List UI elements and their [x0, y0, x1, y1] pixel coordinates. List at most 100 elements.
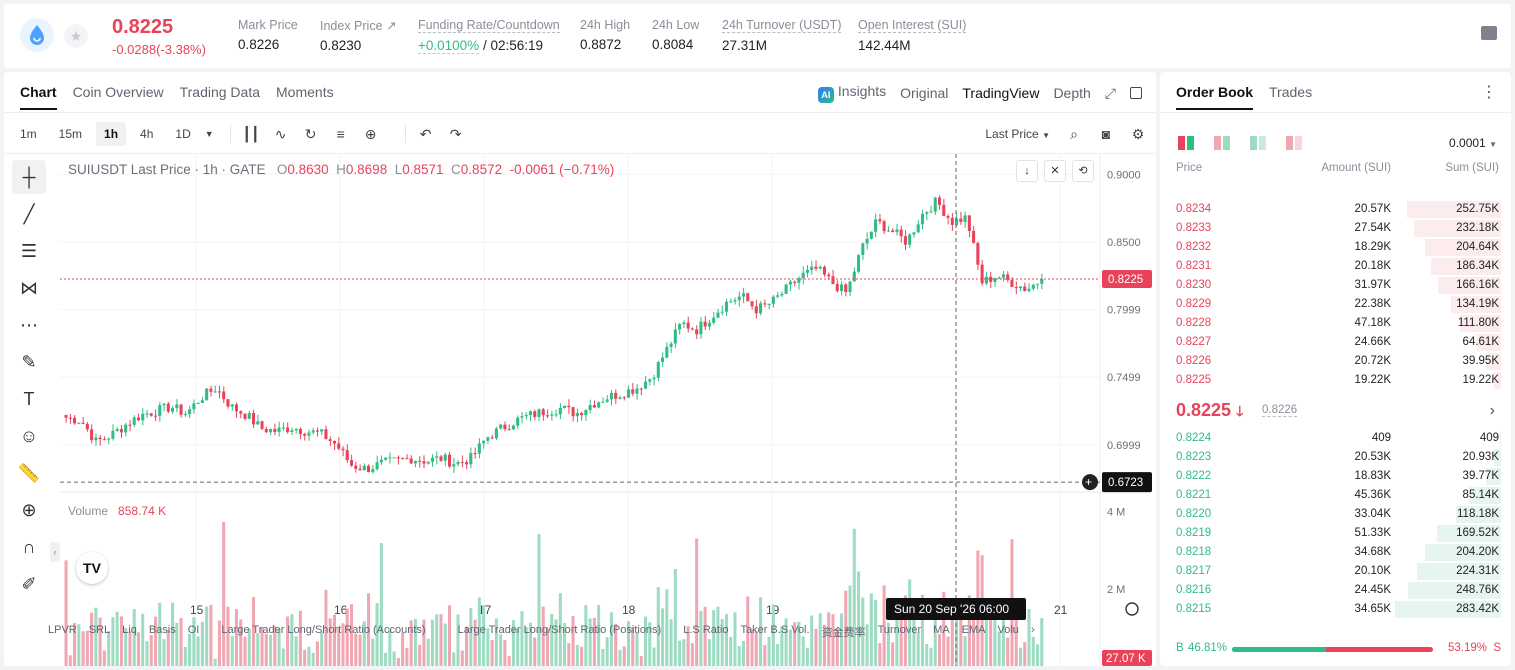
indicator-item[interactable]: EMA: [961, 624, 986, 636]
ask-row[interactable]: 0.8234 20.57K 252.75K: [1160, 200, 1511, 219]
tab-trades[interactable]: Trades: [1269, 84, 1313, 100]
emoji-tool-icon[interactable]: ☺: [19, 426, 39, 446]
templates-icon[interactable]: ≡: [336, 126, 345, 142]
arrow-down-icon[interactable]: ↓: [1016, 160, 1038, 182]
candle-body: [891, 230, 895, 233]
indicator-item[interactable]: Taker B.S Vol.: [740, 624, 810, 636]
timeframe-15m[interactable]: 15m: [58, 127, 83, 141]
ask-row[interactable]: 0.8233 27.54K 232.18K: [1160, 219, 1511, 238]
view-bids-icon[interactable]: [1250, 136, 1266, 150]
ask-row[interactable]: 0.8231 20.18K 186.34K: [1160, 257, 1511, 276]
collapse-toolbar-icon[interactable]: ‹: [50, 542, 60, 562]
text-tool-icon[interactable]: T: [23, 389, 35, 409]
add-alert-icon[interactable]: ⊕: [364, 126, 377, 142]
brush-tool-icon[interactable]: ✎: [21, 352, 37, 372]
stat-index-price[interactable]: Index Price ↗ 0.8230: [320, 18, 396, 53]
ask-row[interactable]: 0.8228 47.18K 111.80K: [1160, 314, 1511, 333]
gear-icon[interactable]: ⚙: [1131, 126, 1145, 142]
ask-row[interactable]: 0.8230 31.97K 166.16K: [1160, 276, 1511, 295]
ask-row[interactable]: 0.8226 20.72K 39.95K: [1160, 352, 1511, 371]
tab-order-book[interactable]: Order Book: [1176, 84, 1254, 110]
view-both-icon[interactable]: [1178, 136, 1194, 150]
bid-row[interactable]: 0.8221 45.36K 85.14K: [1160, 486, 1511, 505]
indicator-item[interactable]: 资金费率: [821, 627, 866, 639]
tab-coin-overview[interactable]: Coin Overview: [72, 84, 164, 100]
bid-row[interactable]: 0.8222 18.83K 39.77K: [1160, 467, 1511, 486]
collapse-icon[interactable]: ✕: [1044, 160, 1066, 182]
view-split-icon[interactable]: [1214, 136, 1230, 150]
indicator-item[interactable]: MA: [933, 624, 950, 636]
timeframe-1m[interactable]: 1m: [20, 127, 37, 141]
timeframe-4h[interactable]: 4h: [140, 127, 154, 141]
indicator-item[interactable]: Large Trader Long/Short Ratio (Accounts): [221, 624, 426, 636]
tab-tradingview[interactable]: TradingView: [962, 85, 1040, 101]
price-source-select[interactable]: Last Price ▼: [985, 127, 1050, 141]
view-asks-icon[interactable]: [1286, 136, 1302, 150]
trend-line-tool-icon[interactable]: ╱: [23, 204, 35, 224]
timeframe-1h[interactable]: 1h: [96, 122, 127, 146]
tab-depth[interactable]: Depth: [1053, 85, 1091, 101]
indicator-item[interactable]: L.S Ratio: [683, 624, 729, 636]
pattern-tool-icon[interactable]: ⋈: [20, 278, 38, 298]
tab-chart[interactable]: Chart: [20, 84, 57, 110]
indicator-item[interactable]: OI: [187, 624, 200, 636]
tab-trading-data[interactable]: Trading Data: [179, 84, 261, 100]
bid-row[interactable]: 0.8224 409 409: [1160, 429, 1511, 448]
chart-area[interactable]: 0.9000 0.8500 0.7999 0.7499 0.6999 4 M 2 M 15 16…: [60, 154, 1152, 666]
search-icon[interactable]: ⌕: [1070, 126, 1078, 142]
chevron-right-icon[interactable]: ›: [1489, 402, 1495, 419]
candlestick-chart[interactable]: 0.9000 0.8500 0.7999 0.7499 0.6999 4 M 2 M 15 16…: [60, 154, 1152, 666]
timeframe-1d[interactable]: 1D: [175, 127, 191, 141]
more-menu-icon[interactable]: ⋮: [1481, 84, 1497, 101]
precision-select[interactable]: 0.0001 ▼: [1449, 136, 1497, 150]
tab-moments[interactable]: Moments: [276, 84, 334, 100]
ask-row[interactable]: 0.8232 18.29K 204.64K: [1160, 238, 1511, 257]
refresh-icon[interactable]: ⟲: [1072, 160, 1094, 182]
projection-tool-icon[interactable]: ⋯: [20, 315, 38, 335]
indicator-item[interactable]: LPVR: [48, 624, 77, 636]
bid-row[interactable]: 0.8216 24.45K 248.76K: [1160, 581, 1511, 600]
favorite-star-icon[interactable]: ★: [64, 24, 88, 48]
indicator-item[interactable]: Basis: [148, 624, 176, 636]
zoom-in-tool-icon[interactable]: ⊕: [21, 500, 37, 520]
bid-row[interactable]: 0.8219 51.33K 169.52K: [1160, 524, 1511, 543]
book-icon[interactable]: [1481, 26, 1497, 40]
price-axis-label: 0.7499: [1107, 372, 1141, 384]
camera-icon[interactable]: ◙: [1101, 126, 1111, 142]
candle-body: [963, 215, 967, 223]
bid-row[interactable]: 0.8223 20.53K 20.93K: [1160, 448, 1511, 467]
bid-row[interactable]: 0.8218 34.68K 204.20K: [1160, 543, 1511, 562]
window-icon[interactable]: [1130, 87, 1142, 99]
crosshair-tool-icon[interactable]: ┼: [12, 160, 46, 194]
last-price-tag: [1102, 270, 1152, 289]
ruler-tool-icon[interactable]: 📏: [17, 463, 41, 483]
fib-tool-icon[interactable]: ☰: [20, 241, 38, 261]
candle-body: [767, 303, 771, 305]
depth-bar: [1408, 582, 1501, 599]
indicators-icon[interactable]: ∿: [274, 126, 287, 142]
timeframe-dropdown-icon[interactable]: ▼: [204, 129, 214, 139]
candle-body: [311, 430, 315, 433]
bid-row[interactable]: 0.8215 34.65K 283.42K: [1160, 600, 1511, 619]
undo-icon[interactable]: ↶: [419, 126, 432, 142]
indicator-item[interactable]: SRL: [88, 624, 111, 636]
magnet-tool-icon[interactable]: ∩: [22, 537, 36, 557]
chevron-right-icon[interactable]: ›: [1030, 624, 1035, 636]
bid-row[interactable]: 0.8220 33.04K 118.18K: [1160, 505, 1511, 524]
redo-icon[interactable]: ↷: [449, 126, 462, 142]
candle-type-icon[interactable]: ┃┃: [242, 126, 260, 142]
replay-icon[interactable]: ↻: [304, 126, 317, 142]
ask-row[interactable]: 0.8227 24.66K 64.61K: [1160, 333, 1511, 352]
insights-button[interactable]: AI Insights: [817, 83, 886, 103]
tab-original[interactable]: Original: [900, 85, 949, 101]
indicator-item[interactable]: Large Trader Long/Short Ratio (Positions…: [457, 624, 662, 636]
candle-body: [737, 296, 741, 301]
pencil-lock-icon[interactable]: ✐: [21, 574, 37, 594]
bid-row[interactable]: 0.8217 20.10K 224.31K: [1160, 562, 1511, 581]
indicator-item[interactable]: Liq: [122, 624, 137, 636]
indicator-item[interactable]: Volu: [997, 624, 1019, 636]
ask-row[interactable]: 0.8225 19.22K 19.22K: [1160, 371, 1511, 390]
indicator-item[interactable]: Turnover: [877, 624, 922, 636]
expand-icon[interactable]: ⤢: [1104, 84, 1116, 101]
ask-row[interactable]: 0.8229 22.38K 134.19K: [1160, 295, 1511, 314]
